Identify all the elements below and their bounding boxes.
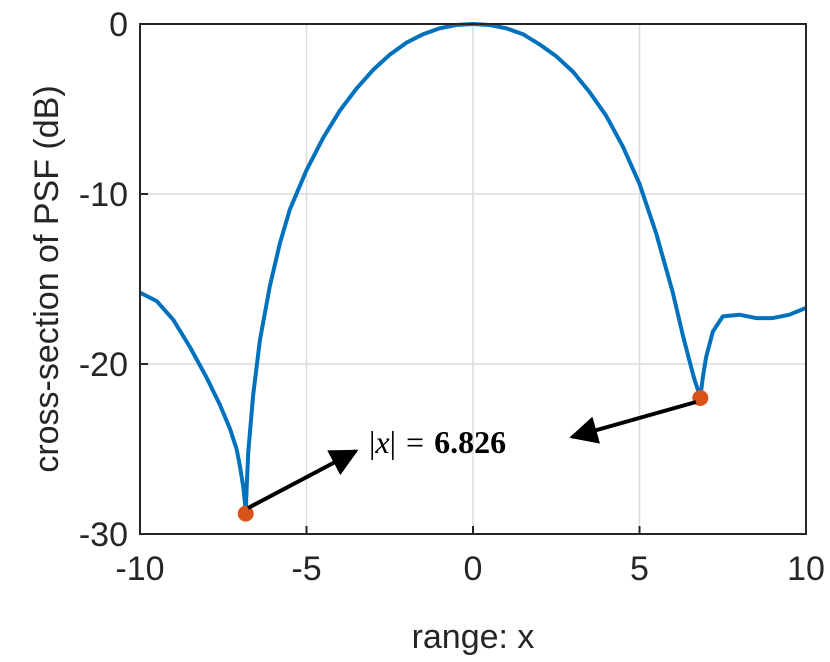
annotation-arrow-left <box>247 449 359 510</box>
annotation-abs-right: | <box>390 424 396 460</box>
y-tick-label: -20 <box>79 346 128 384</box>
x-tick-label: 5 <box>630 550 649 588</box>
annotation-equals: = <box>406 424 424 460</box>
y-tick-label: -30 <box>79 516 128 554</box>
annotation-label: |x| = 6.826 <box>369 424 506 460</box>
annotation-arrow-right <box>569 400 697 444</box>
minimum-marker <box>237 505 254 522</box>
minimum-marker <box>692 390 709 406</box>
y-axis-ticks: 0 -10 -20 -30 <box>79 6 148 554</box>
y-tick-label: 0 <box>109 6 128 44</box>
x-axis-ticks: -10 -5 0 5 10 <box>115 526 825 588</box>
annotation-value: 6.826 <box>434 424 506 460</box>
annotation-abs-left: | <box>369 424 375 460</box>
y-axis-label: cross-section of PSF (dB) <box>28 85 66 472</box>
y-tick-label: -10 <box>79 176 128 214</box>
annotation-variable: x <box>374 424 389 460</box>
x-tick-label: 10 <box>787 550 825 588</box>
x-axis-label: range: x <box>412 618 535 656</box>
x-tick-label: 0 <box>464 550 483 588</box>
x-tick-label: -10 <box>115 550 164 588</box>
minima-markers <box>237 390 709 522</box>
x-tick-label: -5 <box>291 550 321 588</box>
